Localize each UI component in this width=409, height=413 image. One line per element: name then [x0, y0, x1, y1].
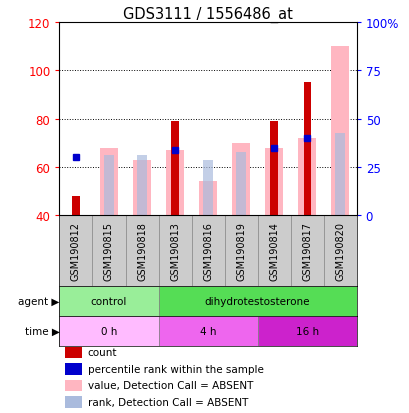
Bar [330, 47, 348, 216]
Bar [104, 155, 114, 216]
Bar [59, 286, 158, 316]
Bar [133, 160, 151, 216]
Text: GSM190816: GSM190816 [202, 221, 213, 280]
Text: 0 h: 0 h [101, 326, 117, 336]
Text: agent ▶: agent ▶ [18, 296, 59, 306]
Text: GSM190814: GSM190814 [268, 221, 279, 280]
Bar [297, 139, 315, 216]
Bar [270, 122, 277, 216]
Bar [158, 286, 356, 316]
Bar [231, 143, 249, 216]
Bar [264, 148, 283, 216]
Bar [166, 151, 184, 216]
Title: GDS3111 / 1556486_at: GDS3111 / 1556486_at [123, 7, 292, 23]
Bar [65, 396, 81, 408]
Bar [257, 316, 356, 346]
Text: value, Detection Call = ABSENT: value, Detection Call = ABSENT [88, 380, 252, 390]
Bar [65, 363, 81, 375]
Text: percentile rank within the sample: percentile rank within the sample [88, 364, 263, 374]
Text: time ▶: time ▶ [25, 326, 59, 336]
Bar [59, 316, 158, 346]
Bar [171, 122, 178, 216]
Text: GSM190819: GSM190819 [236, 221, 245, 280]
Text: GSM190820: GSM190820 [335, 221, 344, 280]
Bar [236, 153, 245, 216]
Text: GSM190815: GSM190815 [104, 221, 114, 280]
Bar [158, 316, 257, 346]
Text: dihydrotestosterone: dihydrotestosterone [204, 296, 310, 306]
Text: control: control [90, 296, 127, 306]
Text: 4 h: 4 h [199, 326, 216, 336]
Text: GSM190818: GSM190818 [137, 221, 147, 280]
Text: rank, Detection Call = ABSENT: rank, Detection Call = ABSENT [88, 397, 247, 407]
Text: GSM190812: GSM190812 [71, 221, 81, 280]
Text: count: count [88, 348, 117, 358]
Bar [137, 155, 146, 216]
Bar [72, 197, 79, 216]
Bar [198, 182, 217, 216]
Bar [335, 134, 344, 216]
Text: 16 h: 16 h [295, 326, 318, 336]
Bar [202, 160, 213, 216]
Bar [65, 380, 81, 391]
Bar [100, 148, 118, 216]
Text: GSM190813: GSM190813 [170, 221, 180, 280]
Bar [65, 347, 81, 358]
Text: GSM190817: GSM190817 [301, 221, 311, 280]
Bar [303, 83, 310, 216]
